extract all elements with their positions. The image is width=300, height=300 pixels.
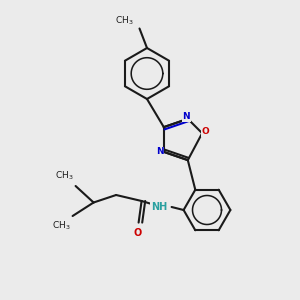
Text: CH$_3$: CH$_3$ — [52, 219, 71, 232]
Text: O: O — [202, 127, 210, 136]
Text: N: N — [182, 112, 190, 121]
Text: CH$_3$: CH$_3$ — [56, 169, 74, 182]
Text: NH: NH — [151, 202, 167, 212]
Text: N: N — [156, 147, 164, 156]
Text: O: O — [134, 228, 142, 238]
Text: CH$_3$: CH$_3$ — [116, 14, 134, 27]
